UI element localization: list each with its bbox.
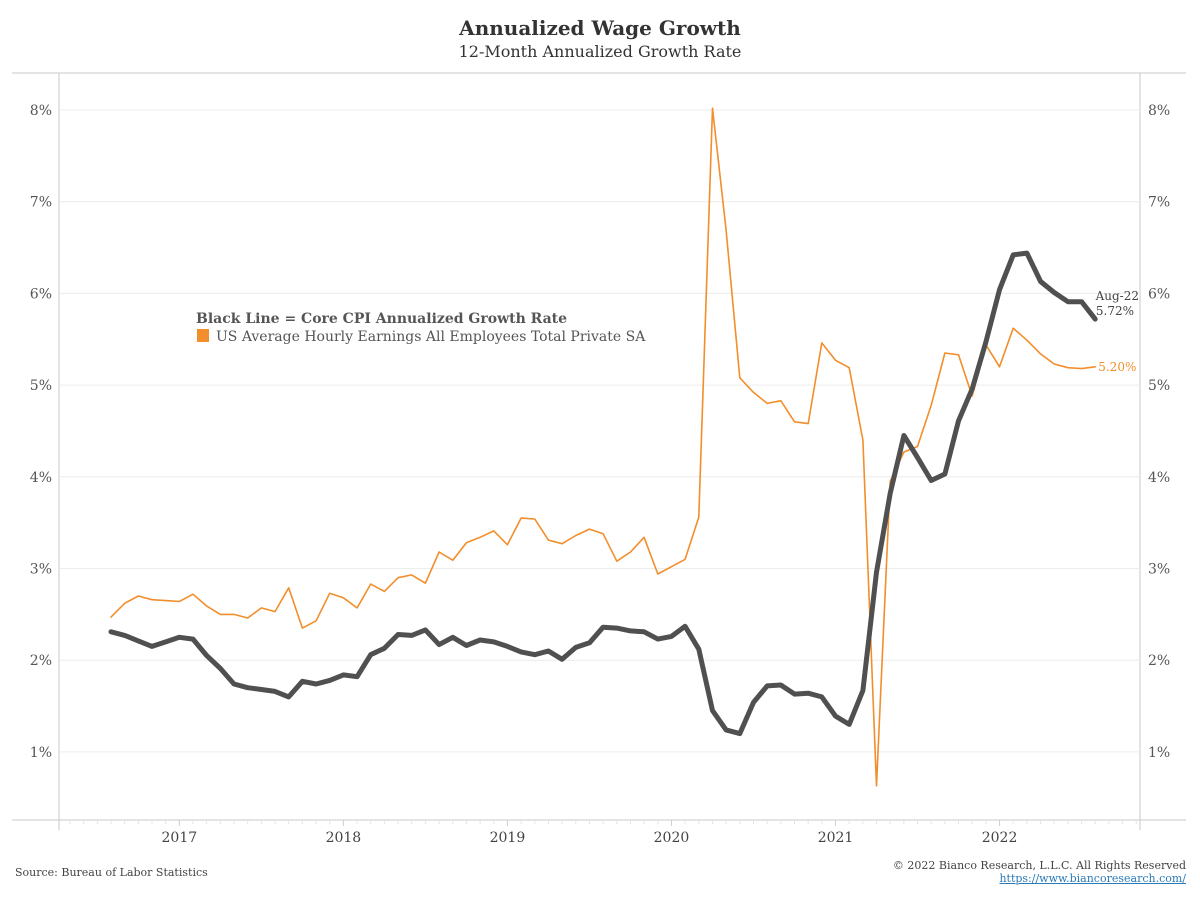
x-tick-label: 2018 [326, 830, 362, 846]
series-lines [108, 107, 1098, 787]
y-axis-right: 1% 2% 3% 4% 5% 6% 7% 8% [1148, 103, 1170, 761]
y-tick-label-left: 4% [30, 470, 52, 486]
chart-title: Annualized Wage Growth [459, 16, 741, 40]
legend: Black Line = Core CPI Annualized Growth … [196, 311, 646, 345]
y-tick-label-left: 2% [30, 653, 52, 669]
y-tick-label-right: 2% [1148, 653, 1170, 669]
legend-swatch-earnings [197, 329, 209, 342]
y-tick-label-right: 1% [1148, 745, 1170, 761]
website-link[interactable]: https://www.biancoresearch.com/ [999, 872, 1186, 885]
chart-frame [12, 72, 1186, 830]
source-note: Source: Bureau of Labor Statistics [15, 866, 208, 879]
y-tick-label-left: 3% [30, 562, 52, 578]
y-tick-label-right: 8% [1148, 103, 1170, 119]
x-tick-label: 2022 [982, 830, 1018, 846]
series-line-hourly-earnings [110, 107, 1096, 787]
y-tick-label-right: 7% [1148, 195, 1170, 211]
annotation-cpi-date: Aug-22 [1095, 289, 1139, 303]
x-tick-label: 2017 [162, 830, 198, 846]
y-tick-label-right: 6% [1148, 286, 1170, 302]
y-tick-label-left: 7% [30, 195, 52, 211]
series-line-core-cpi [108, 250, 1098, 737]
y-tick-label-left: 6% [30, 286, 52, 302]
chart-subtitle: 12-Month Annualized Growth Rate [458, 42, 742, 61]
legend-entry-earnings: US Average Hourly Earnings All Employees… [216, 329, 646, 345]
y-axis-left: 1% 2% 3% 4% 5% 6% 7% 8% [30, 103, 52, 761]
gridlines [59, 109, 1140, 753]
y-tick-label-left: 1% [30, 745, 52, 761]
annotation-earnings-value: 5.20% [1098, 360, 1136, 374]
x-tick-label: 2020 [654, 830, 690, 846]
legend-title: Black Line = Core CPI Annualized Growth … [196, 311, 567, 327]
annotation-cpi-value: 5.72% [1096, 304, 1134, 318]
y-tick-label-left: 5% [30, 378, 52, 394]
y-tick-label-left: 8% [30, 103, 52, 119]
x-tick-label: 2021 [818, 830, 854, 846]
y-tick-label-right: 4% [1148, 470, 1170, 486]
copyright-block: © 2022 Bianco Research, L.L.C. All Right… [893, 859, 1186, 885]
x-axis: 2017 2018 2019 2020 2021 2022 [69, 820, 1137, 846]
y-tick-label-right: 5% [1148, 378, 1170, 394]
copyright-text: © 2022 Bianco Research, L.L.C. All Right… [892, 859, 1186, 872]
x-tick-label: 2019 [490, 830, 526, 846]
y-tick-label-right: 3% [1148, 562, 1170, 578]
end-annotations: Aug-22 5.72% 5.20% [1095, 289, 1139, 374]
